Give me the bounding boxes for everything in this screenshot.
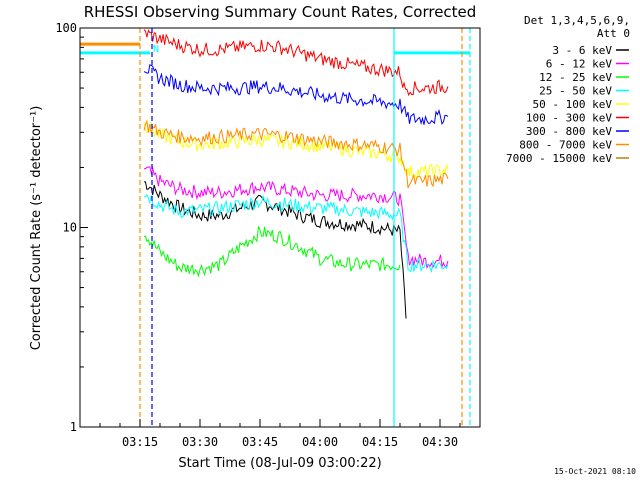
x-axis-label: Start Time (08-Jul-09 03:00:22) [178, 456, 381, 471]
series-line-3 [143, 226, 401, 278]
legend-header-line-2: Att 0 [597, 27, 630, 40]
legend-label-5: 50 - 100 keV [533, 98, 613, 111]
overlay-layer: N [80, 28, 471, 427]
legend-label-3: 12 - 25 keV [539, 71, 612, 84]
legend-label-1: 3 - 6 keV [552, 44, 612, 57]
legend-label-2: 6 - 12 keV [546, 58, 613, 71]
footer-timestamp: 15-Oct-2021 08:10 [554, 467, 636, 476]
y-tick-label: 10 [63, 221, 77, 235]
x-tick-label: 04:00 [302, 435, 338, 449]
annotation-1: N [153, 44, 159, 55]
x-tick-label: 04:30 [422, 435, 458, 449]
y-tick-label: 1 [70, 420, 77, 434]
x-tick-label: 03:15 [122, 435, 158, 449]
legend-header-line-1: Det 1,3,4,5,6,9, [524, 14, 630, 27]
legend-label-6: 100 - 300 keV [526, 112, 612, 125]
series-layer [143, 29, 449, 319]
legend-label-7: 300 - 800 keV [526, 125, 612, 138]
series-line-7 [143, 64, 449, 126]
legend-label-9: 7000 - 15000 keV [506, 152, 612, 165]
series-line-4 [143, 193, 449, 273]
y-axis: 1 10 100 [55, 21, 88, 434]
x-tick-label: 03:30 [182, 435, 218, 449]
legend-label-4: 25 - 50 keV [539, 85, 612, 98]
series-line-5 [143, 122, 449, 181]
x-tick-label: 04:15 [362, 435, 398, 449]
x-axis: 03:15 03:30 03:45 04:00 04:15 04:30 [79, 419, 481, 449]
series-line-8 [143, 119, 449, 189]
y-axis-label: Corrected Count Rate (s⁻¹ detector⁻¹) [29, 106, 44, 351]
x-tick-label: 03:45 [242, 435, 278, 449]
series-line-2 [143, 166, 449, 270]
y-tick-label: 100 [55, 21, 77, 35]
series-line-1 [143, 181, 407, 319]
chart-title: RHESSI Observing Summary Count Rates, Co… [84, 3, 477, 21]
series-line-6 [143, 29, 449, 97]
legend-label-8: 800 - 7000 keV [519, 139, 612, 152]
